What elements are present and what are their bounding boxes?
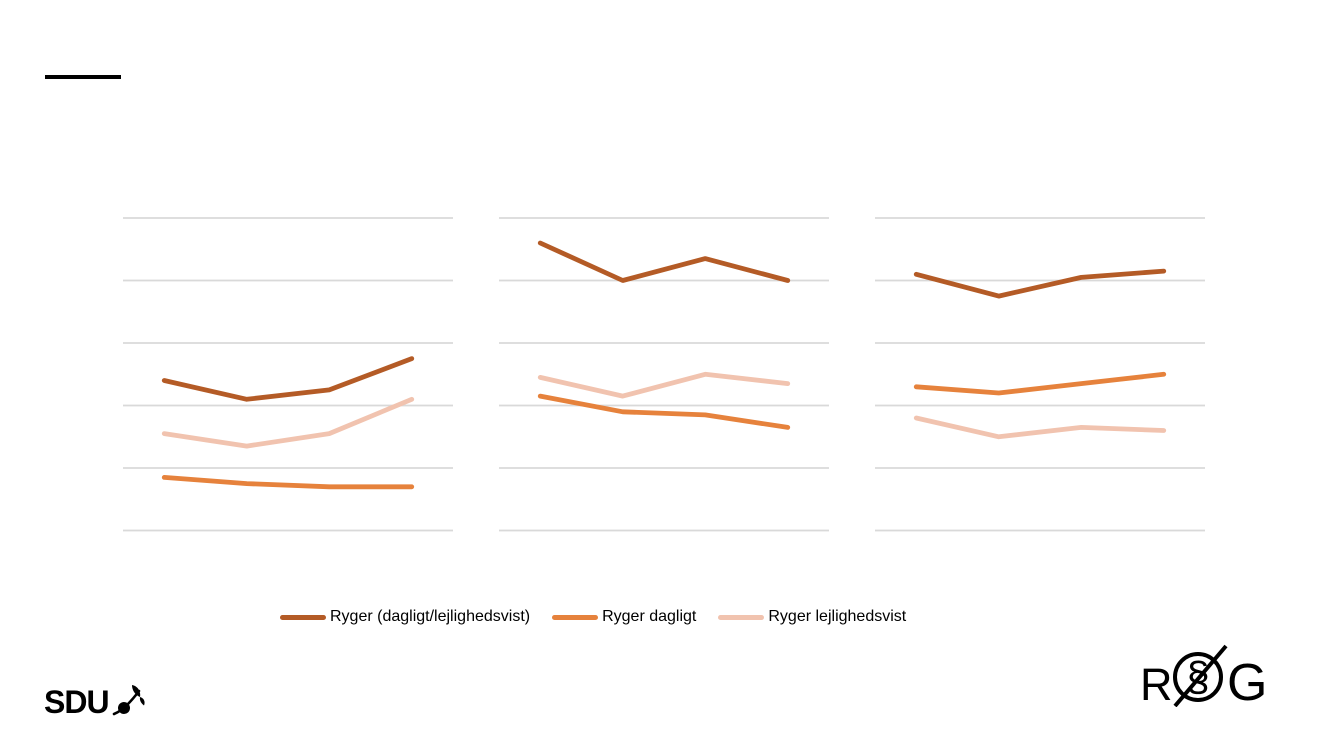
line-chart-left — [123, 217, 453, 532]
sdu-logo-text: SDU — [44, 684, 110, 720]
legend-item-occasional: Ryger lejlighedsvist — [718, 604, 906, 630]
line-chart-right — [875, 217, 1205, 532]
rog-logo-letter-r: R — [1140, 659, 1173, 707]
legend-item-total: Ryger (dagligt/lejlighedsvist) — [280, 604, 530, 630]
rog-logo-slash — [1173, 644, 1228, 707]
legend-item-daily: Ryger dagligt — [552, 604, 696, 630]
legend-swatch-occasional — [718, 614, 765, 620]
sdu-olive-branch-icon — [112, 684, 145, 715]
line-chart-middle — [499, 217, 829, 532]
sdu-logo: SDU — [44, 684, 145, 721]
legend-swatch-daily — [552, 614, 599, 620]
chart-legend: Ryger (dagligt/lejlighedsvist) Ryger dag… — [280, 604, 906, 630]
title-dash — [45, 75, 121, 79]
rog-logo-o-circle — [1173, 652, 1223, 702]
legend-label-total: Ryger (dagligt/lejlighedsvist) — [330, 608, 531, 625]
rog-logo-letter-g: G — [1227, 654, 1266, 707]
rog-logo-section-sign: § — [1186, 653, 1209, 700]
legend-swatch-total — [280, 614, 326, 620]
legend-label-occasional: Ryger lejlighedsvist — [768, 608, 907, 625]
rog-logo: R § G — [1140, 644, 1266, 707]
legend-label-daily: Ryger dagligt — [602, 608, 697, 625]
